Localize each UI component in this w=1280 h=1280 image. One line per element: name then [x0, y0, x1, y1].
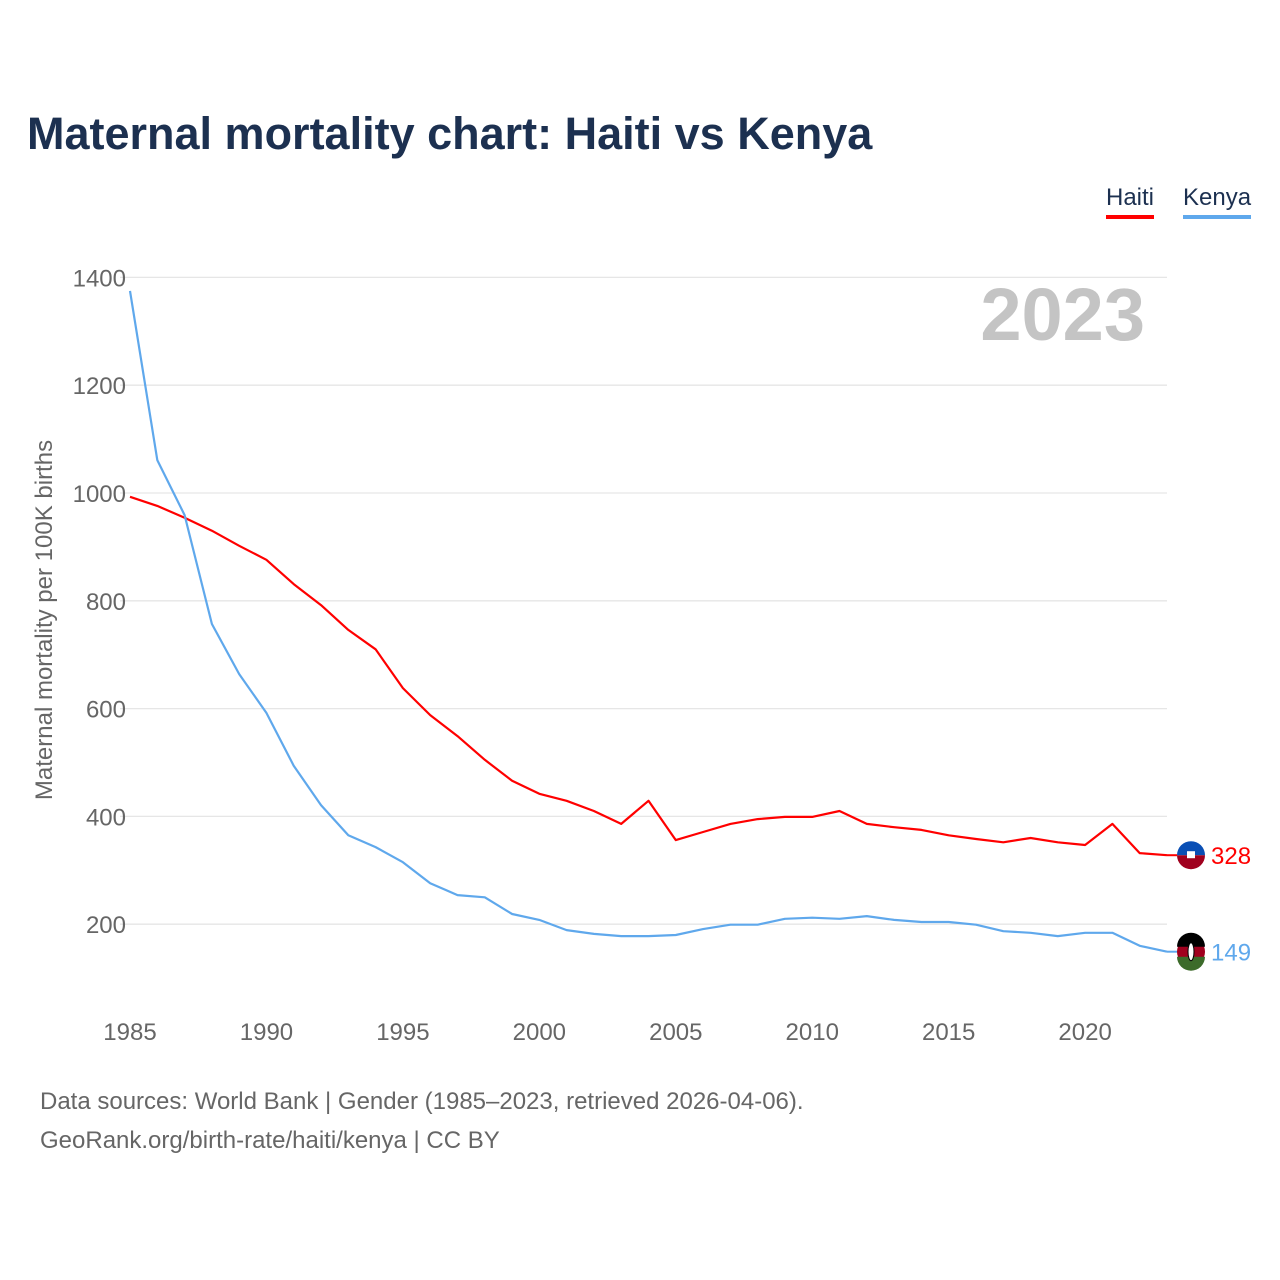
footer-sources: Data sources: World Bank | Gender (1985–… — [40, 1088, 804, 1115]
x-tick-label: 1995 — [376, 1019, 429, 1046]
x-tick-label: 2005 — [649, 1019, 702, 1046]
y-tick-label: 200 — [86, 912, 126, 939]
y-tick-label: 800 — [86, 589, 126, 616]
x-tick-label: 2020 — [1058, 1019, 1111, 1046]
haiti-flag-icon-lower — [1177, 855, 1205, 870]
chart-title: Maternal mortality chart: Haiti vs Kenya — [27, 108, 873, 159]
end-value-label-haiti: 328 — [1211, 843, 1251, 870]
y-tick-label: 1200 — [73, 373, 126, 400]
y-axis-label: Maternal mortality per 100K births — [31, 440, 58, 800]
series-line-haiti — [129, 495, 1168, 857]
x-tick-label: 2010 — [786, 1019, 839, 1046]
kenya-flag-black — [1177, 932, 1205, 947]
y-tick-label: 1400 — [73, 265, 126, 292]
y-tick-label: 600 — [86, 697, 126, 724]
x-tick-label: 1990 — [240, 1019, 293, 1046]
x-tick-label: 2015 — [922, 1019, 975, 1046]
haiti-flag-emblem — [1187, 851, 1195, 859]
kenya-flag-green — [1177, 956, 1205, 971]
footer-credit: GeoRank.org/birth-rate/haiti/kenya | CC … — [40, 1127, 500, 1154]
x-tick-label: 2000 — [513, 1019, 566, 1046]
series-line-kenya — [128, 290, 1168, 953]
haiti-flag-icon — [1177, 841, 1205, 856]
end-value-label-kenya: 149 — [1211, 940, 1251, 967]
x-tick-label: 1985 — [103, 1019, 156, 1046]
y-tick-label: 1000 — [73, 481, 126, 508]
year-watermark: 2023 — [980, 273, 1145, 356]
kenya-flag-shield — [1187, 942, 1195, 962]
legend-haiti[interactable]: Haiti — [1106, 184, 1155, 219]
y-tick-label: 400 — [86, 804, 126, 831]
legend-kenya[interactable]: Kenya — [1183, 184, 1252, 219]
